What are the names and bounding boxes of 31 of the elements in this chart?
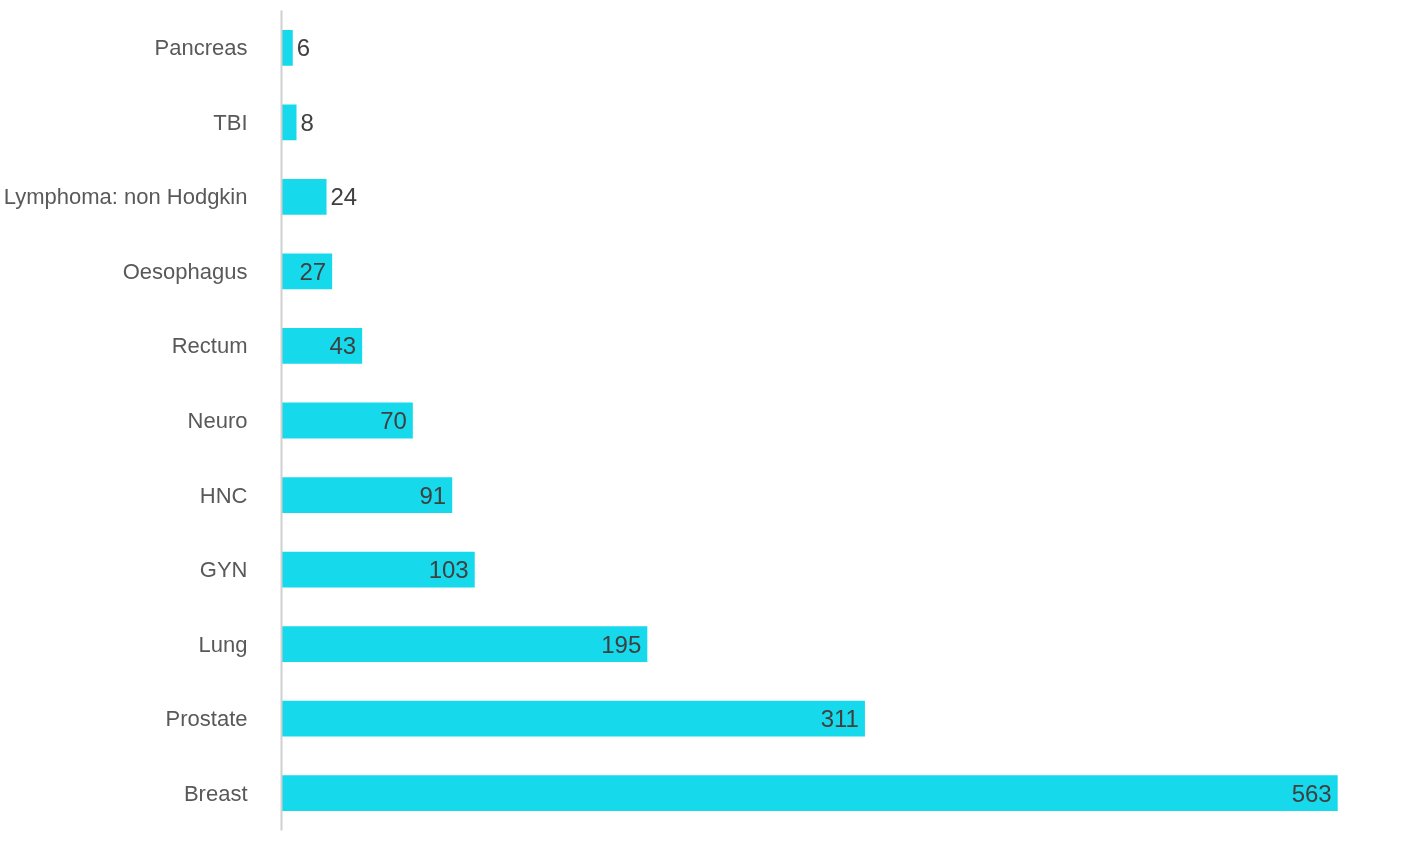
bar: [281, 551, 475, 588]
bar: [281, 626, 648, 663]
y-tick-label: Oesophagus: [122, 258, 248, 284]
y-tick-label: Prostate: [165, 706, 248, 732]
y-tick-label: HNC: [199, 482, 248, 508]
y-tick-label: Lymphoma: non Hodgkin: [3, 184, 248, 210]
y-tick-label: Pancreas: [154, 35, 248, 61]
y-tick-label: Neuro: [187, 408, 248, 433]
y-tick-label: Rectum: [171, 333, 248, 359]
data-label: 24: [330, 183, 358, 211]
data-label: 43: [329, 332, 357, 360]
bar: [281, 328, 363, 364]
y-tick-label: GYN: [199, 557, 248, 583]
data-label: 195: [601, 630, 642, 658]
bar: [281, 178, 327, 215]
data-label: 563: [1291, 779, 1332, 807]
bar: [281, 104, 297, 141]
data-label: 91: [419, 481, 447, 509]
data-label: 70: [380, 407, 407, 434]
data-label: 311: [820, 705, 859, 733]
y-tick-label: TBI: [213, 109, 248, 135]
y-tick-label: Lung: [198, 631, 248, 657]
y-tick-label: Breast: [183, 780, 248, 806]
bar: [281, 700, 865, 737]
bar: [281, 402, 413, 439]
data-label: 8: [300, 108, 314, 136]
data-label: 6: [296, 34, 311, 62]
data-label: 103: [428, 556, 469, 584]
data-label: 27: [299, 257, 327, 285]
bar: [281, 477, 453, 513]
bar: [281, 775, 1338, 812]
